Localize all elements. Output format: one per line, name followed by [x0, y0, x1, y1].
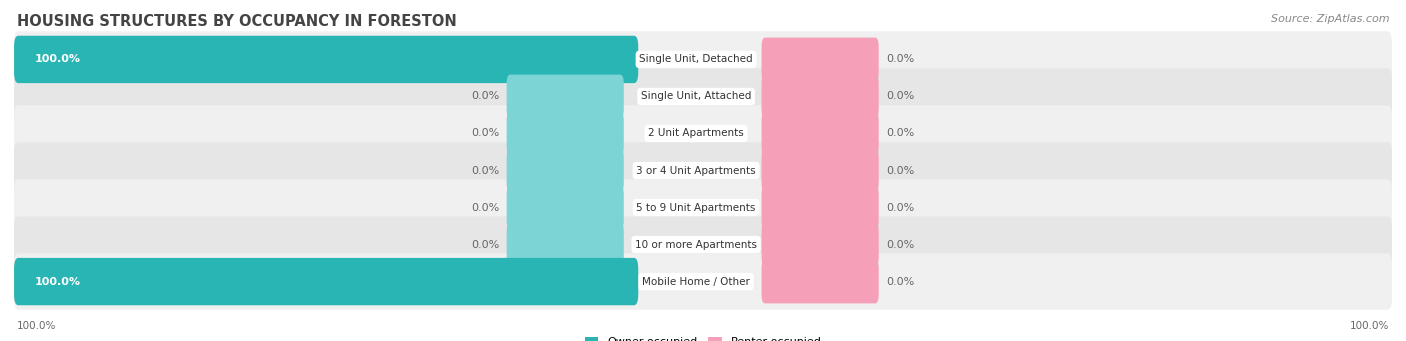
Text: 100.0%: 100.0%	[35, 277, 80, 286]
FancyBboxPatch shape	[14, 258, 638, 305]
Text: 5 to 9 Unit Apartments: 5 to 9 Unit Apartments	[637, 203, 756, 212]
FancyBboxPatch shape	[14, 31, 1392, 88]
Text: 0.0%: 0.0%	[886, 277, 914, 286]
Text: 0.0%: 0.0%	[471, 165, 499, 176]
FancyBboxPatch shape	[762, 186, 879, 229]
Text: 0.0%: 0.0%	[471, 91, 499, 102]
Text: 0.0%: 0.0%	[886, 165, 914, 176]
Text: HOUSING STRUCTURES BY OCCUPANCY IN FORESTON: HOUSING STRUCTURES BY OCCUPANCY IN FORES…	[17, 14, 457, 29]
Text: Single Unit, Detached: Single Unit, Detached	[640, 55, 754, 64]
Text: Single Unit, Attached: Single Unit, Attached	[641, 91, 751, 102]
FancyBboxPatch shape	[506, 186, 624, 229]
FancyBboxPatch shape	[762, 223, 879, 266]
Text: 0.0%: 0.0%	[886, 55, 914, 64]
FancyBboxPatch shape	[14, 217, 1392, 273]
Text: 0.0%: 0.0%	[886, 129, 914, 138]
FancyBboxPatch shape	[762, 260, 879, 303]
FancyBboxPatch shape	[14, 68, 1392, 124]
FancyBboxPatch shape	[14, 142, 1392, 199]
FancyBboxPatch shape	[14, 179, 1392, 236]
Text: 0.0%: 0.0%	[886, 239, 914, 250]
FancyBboxPatch shape	[506, 223, 624, 266]
Text: Source: ZipAtlas.com: Source: ZipAtlas.com	[1271, 14, 1389, 24]
FancyBboxPatch shape	[762, 112, 879, 155]
Text: 3 or 4 Unit Apartments: 3 or 4 Unit Apartments	[637, 165, 756, 176]
Text: 0.0%: 0.0%	[471, 129, 499, 138]
Text: 100.0%: 100.0%	[17, 321, 56, 331]
Text: 2 Unit Apartments: 2 Unit Apartments	[648, 129, 744, 138]
FancyBboxPatch shape	[762, 75, 879, 118]
FancyBboxPatch shape	[506, 112, 624, 155]
Text: 100.0%: 100.0%	[35, 55, 80, 64]
FancyBboxPatch shape	[762, 149, 879, 192]
Legend: Owner-occupied, Renter-occupied: Owner-occupied, Renter-occupied	[581, 332, 825, 341]
Text: 0.0%: 0.0%	[471, 239, 499, 250]
Text: 10 or more Apartments: 10 or more Apartments	[636, 239, 756, 250]
FancyBboxPatch shape	[14, 36, 638, 83]
FancyBboxPatch shape	[14, 253, 1392, 310]
Text: 0.0%: 0.0%	[886, 203, 914, 212]
Text: 0.0%: 0.0%	[886, 91, 914, 102]
Text: Mobile Home / Other: Mobile Home / Other	[643, 277, 749, 286]
Text: 0.0%: 0.0%	[471, 203, 499, 212]
FancyBboxPatch shape	[14, 105, 1392, 162]
FancyBboxPatch shape	[506, 75, 624, 118]
Text: 100.0%: 100.0%	[1350, 321, 1389, 331]
FancyBboxPatch shape	[762, 38, 879, 81]
FancyBboxPatch shape	[506, 149, 624, 192]
